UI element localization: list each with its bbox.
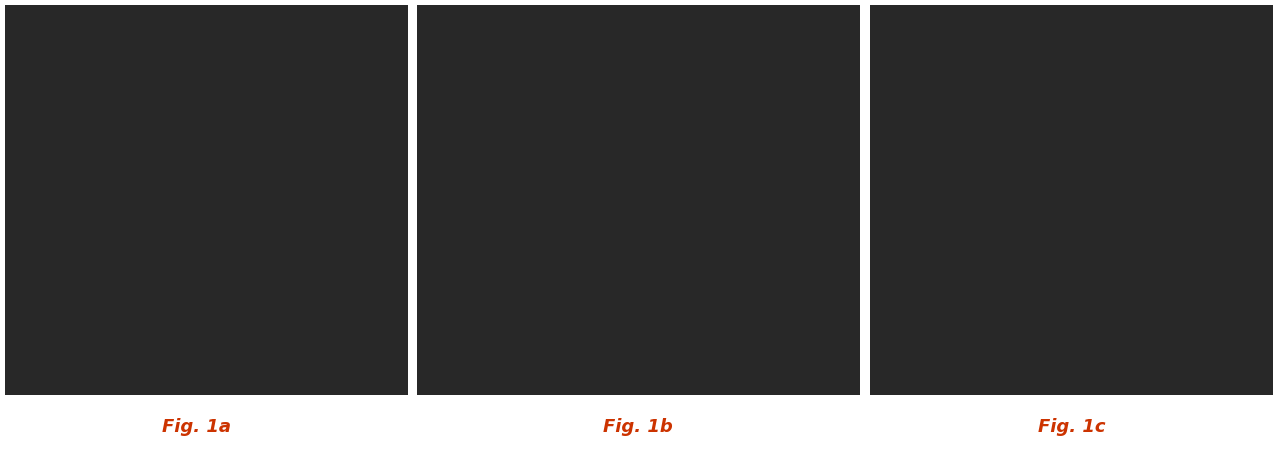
Text: Fig. 1a: Fig. 1a bbox=[161, 418, 230, 436]
Text: Fig. 1c: Fig. 1c bbox=[1038, 418, 1106, 436]
Text: Fig. 1b: Fig. 1b bbox=[603, 418, 673, 436]
